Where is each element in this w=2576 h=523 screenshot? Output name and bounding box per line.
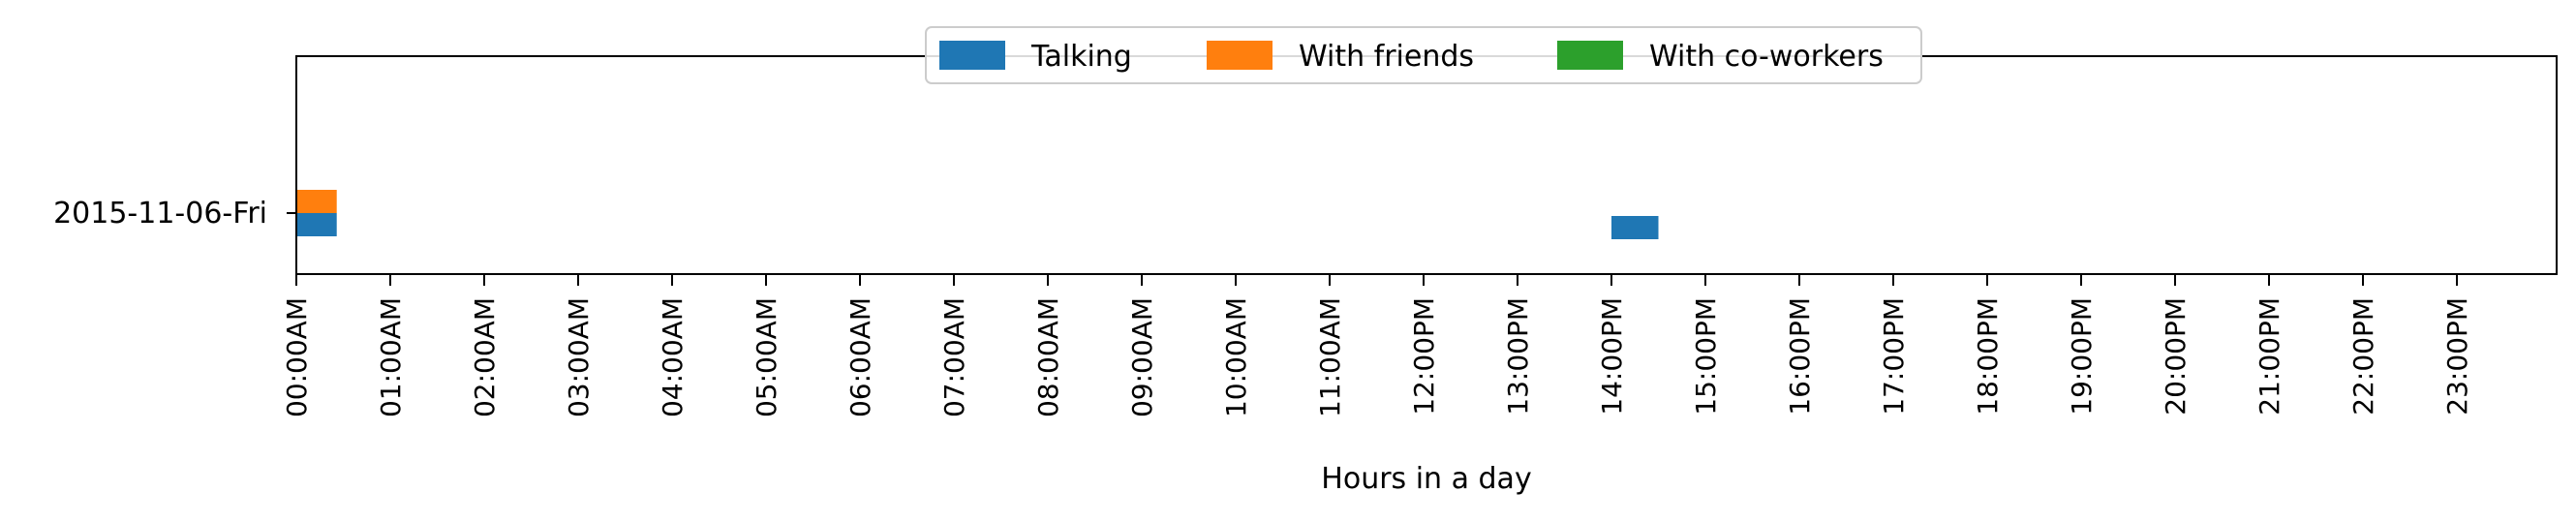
- legend-label: With friends: [1299, 40, 1474, 74]
- x-tick-label: 11:00AM: [1314, 297, 1346, 417]
- x-axis: 00:00AM 01:00AM 02:00AM 03:00AM 04:00AM 05:00…: [281, 274, 2473, 417]
- y-tick-label: 2015-11-06-Fri: [53, 197, 267, 231]
- x-tick-label: 05:00AM: [751, 297, 782, 417]
- bar-with-friends: [296, 190, 337, 213]
- x-tick-label: 08:00AM: [1032, 297, 1064, 417]
- x-tick-label: 13:00PM: [1502, 297, 1534, 415]
- x-tick-label: 18:00PM: [1972, 297, 2004, 415]
- bar-talking: [296, 213, 337, 236]
- x-axis-label: Hours in a day: [1321, 462, 1531, 496]
- x-tick-label: 17:00PM: [1878, 297, 1910, 415]
- x-tick-label: 00:00AM: [281, 297, 313, 417]
- legend-swatch: [1557, 41, 1623, 70]
- y-axis: 2015-11-06-Fri: [53, 197, 296, 231]
- bar-segments: [296, 190, 1659, 239]
- x-tick-label: 15:00PM: [1690, 297, 1722, 415]
- x-tick-label: 06:00AM: [844, 297, 876, 417]
- x-tick-label: 19:00PM: [2066, 297, 2098, 415]
- x-tick-label: 20:00PM: [2160, 297, 2192, 415]
- x-tick-label: 23:00PM: [2441, 297, 2473, 415]
- x-tick-label: 10:00AM: [1220, 297, 1252, 417]
- x-tick-label: 04:00AM: [657, 297, 689, 417]
- legend-box: [925, 26, 1922, 84]
- x-tick-label: 03:00AM: [563, 297, 595, 417]
- legend-label: Talking: [1030, 40, 1132, 74]
- x-tick-label: 22:00PM: [2347, 297, 2379, 415]
- x-tick-label: 14:00PM: [1596, 297, 1628, 415]
- legend-label: With co-workers: [1649, 40, 1884, 74]
- x-tick-label: 07:00AM: [938, 297, 970, 417]
- bar-talking: [1611, 216, 1659, 239]
- x-tick-label: 21:00PM: [2254, 297, 2285, 415]
- x-tick-label: 02:00AM: [469, 297, 501, 417]
- legend-swatch: [1207, 41, 1273, 70]
- plot-area: [296, 56, 2557, 274]
- legend: Talking With friends With co-workers: [925, 26, 1922, 84]
- x-tick-label: 09:00AM: [1126, 297, 1158, 417]
- x-tick-label: 01:00AM: [375, 297, 407, 417]
- x-tick-label: 12:00PM: [1408, 297, 1440, 415]
- legend-swatch: [939, 41, 1005, 70]
- x-tick-label: 16:00PM: [1784, 297, 1816, 415]
